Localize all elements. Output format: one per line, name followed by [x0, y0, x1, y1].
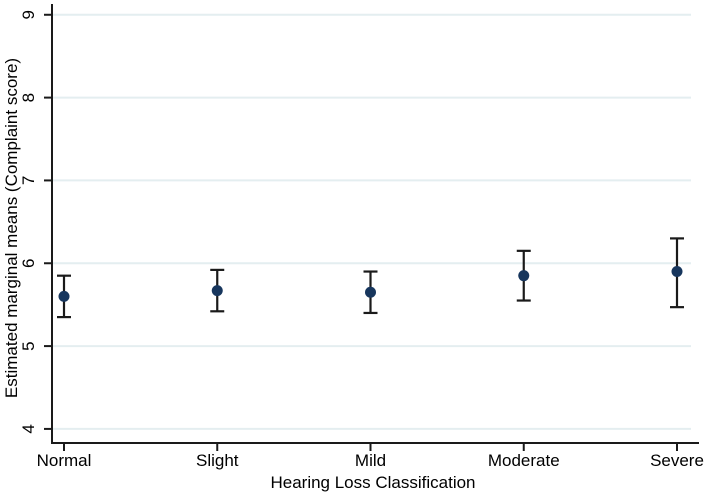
y-tick-label: 5 [19, 341, 38, 350]
series-layer [57, 237, 684, 319]
axes-layer: 4 5 6 7 8 9 Normal Slight Mild Moderate Severe [19, 4, 704, 470]
y-tick-label: 9 [19, 10, 38, 19]
x-tick-label: Mild [355, 451, 386, 470]
y-tick-label: 4 [19, 424, 38, 433]
x-tick-label: Normal [37, 451, 92, 470]
x-tick-label: Severe [650, 451, 704, 470]
y-tick-label: 7 [19, 176, 38, 185]
data-point [58, 290, 70, 302]
y-tick-label: 8 [19, 93, 38, 102]
data-point [211, 285, 223, 297]
grid-layer [52, 13, 691, 430]
x-tick-label: Slight [196, 451, 239, 470]
x-tick-label: Moderate [488, 451, 560, 470]
data-point [671, 266, 683, 278]
data-point [518, 270, 530, 282]
y-axis-title: Estimated marginal means (Complaint scor… [2, 58, 21, 398]
data-point [365, 286, 376, 298]
y-tick-label: 6 [19, 259, 38, 268]
x-axis-title: Hearing Loss Classification [270, 473, 475, 492]
